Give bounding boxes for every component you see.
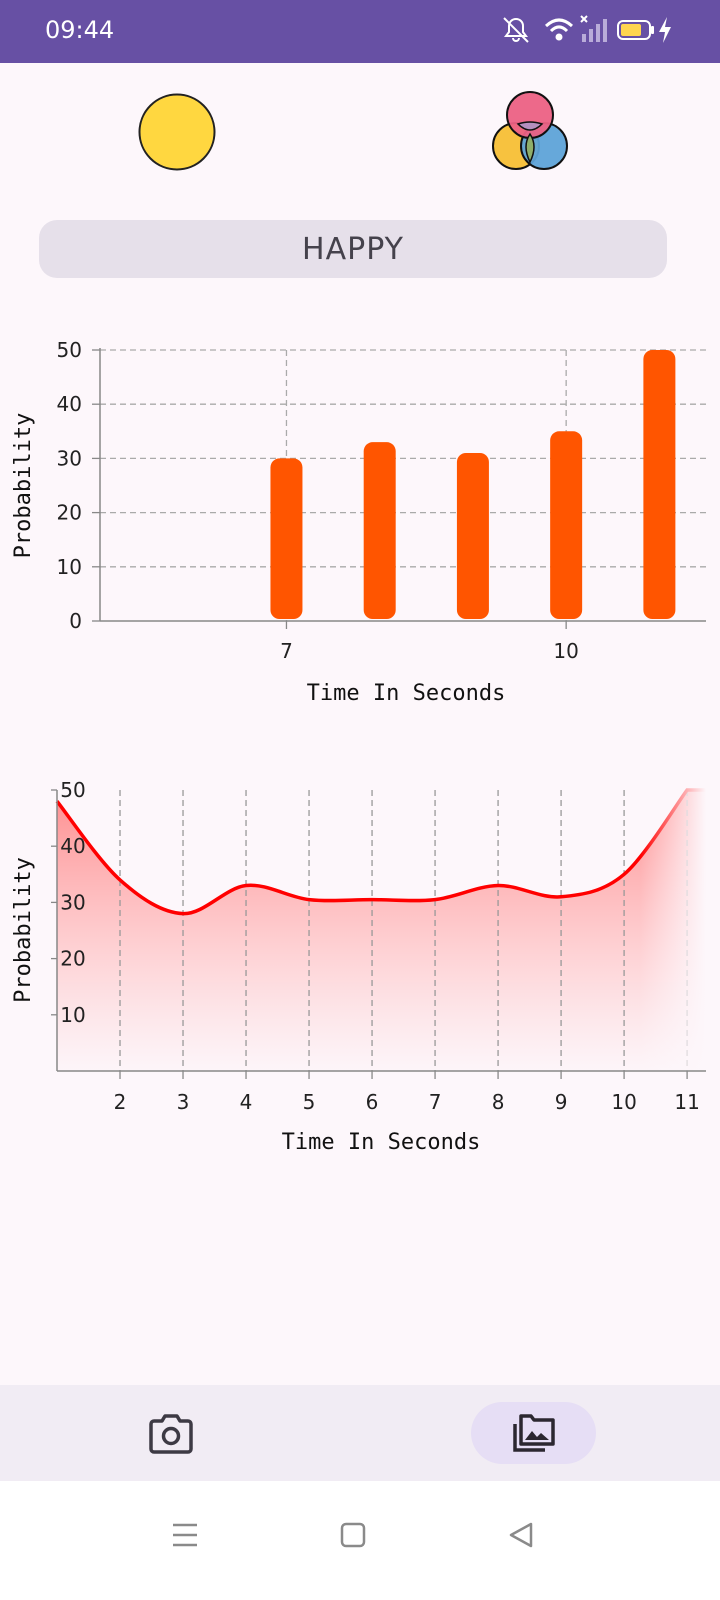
bottom-navigation [0, 1385, 720, 1481]
edge-fade [640, 788, 706, 1071]
x-tick-label: 5 [303, 1090, 316, 1114]
y-tick-label: 40 [60, 834, 85, 858]
battery-icon [617, 20, 654, 40]
series-line [55, 788, 706, 916]
x-tick-label: 2 [114, 1090, 127, 1114]
y-tick-label: 10 [57, 555, 82, 579]
x-tick-label: 3 [177, 1090, 190, 1114]
x-axis-title: Time In Seconds [282, 1130, 481, 1155]
x-tick-label: 8 [492, 1090, 505, 1114]
back-icon[interactable] [508, 1521, 534, 1549]
x-tick-label: 6 [366, 1090, 379, 1114]
y-tick-label: 10 [60, 1003, 85, 1027]
bar [363, 442, 396, 619]
photo-library-tab[interactable] [471, 1402, 596, 1464]
y-tick-label: 30 [57, 446, 82, 470]
bar-chart-svg: 0 10 20 30 40 50 7 10 Time In Seconds Probability [11, 338, 706, 706]
bar [456, 452, 489, 619]
x-tick-label: 9 [555, 1090, 568, 1114]
color-circles-icon[interactable] [490, 90, 570, 172]
y-tick-label: 30 [60, 890, 85, 914]
menu-icon[interactable] [172, 1521, 198, 1549]
area-chart-svg: 2 3 4 5 6 7 8 9 10 11 10 20 30 40 50 Time In Seconds Pro… [11, 778, 706, 1155]
neutral-face-icon [138, 93, 216, 171]
x-tick-label: 7 [280, 639, 293, 663]
y-tick-label: 0 [69, 609, 82, 633]
y-tick-label: 20 [60, 947, 85, 971]
wifi-icon [544, 18, 574, 41]
x-tick-label: 11 [674, 1090, 699, 1114]
bar [550, 431, 583, 619]
bar [643, 350, 676, 619]
system-navigation-bar [0, 1481, 720, 1600]
status-time: 09:44 [45, 16, 115, 44]
y-tick-label: 40 [57, 392, 82, 416]
photo-library-icon [513, 1414, 555, 1452]
y-tick-label: 50 [57, 338, 82, 362]
bar [270, 458, 303, 619]
y-axis-title: Probability [11, 857, 36, 1003]
x-tick-label: 10 [553, 639, 578, 663]
y-tick-label: 50 [60, 778, 85, 802]
x-tick-label: 7 [429, 1090, 442, 1114]
bar-chart: 0 10 20 30 40 50 7 10 Time In Seconds Probability [0, 320, 720, 720]
x-axis-title: Time In Seconds [307, 681, 506, 706]
y-tick-label: 20 [57, 501, 82, 525]
x-tick-label: 10 [611, 1090, 636, 1114]
charging-icon [659, 17, 671, 43]
signal-icon [580, 15, 607, 42]
emotion-label: HAPPY [39, 220, 667, 278]
area-fill [57, 790, 706, 1071]
home-icon[interactable] [340, 1521, 366, 1549]
status-bar: 09:44 [0, 0, 720, 63]
status-icons [500, 14, 700, 50]
camera-icon[interactable] [148, 1413, 194, 1455]
x-tick-label: 4 [240, 1090, 253, 1114]
y-axis-title: Probability [11, 413, 36, 559]
bell-off-icon [503, 17, 529, 43]
area-chart: 2 3 4 5 6 7 8 9 10 11 10 20 30 40 50 Time In Seconds Pro… [0, 770, 720, 1170]
